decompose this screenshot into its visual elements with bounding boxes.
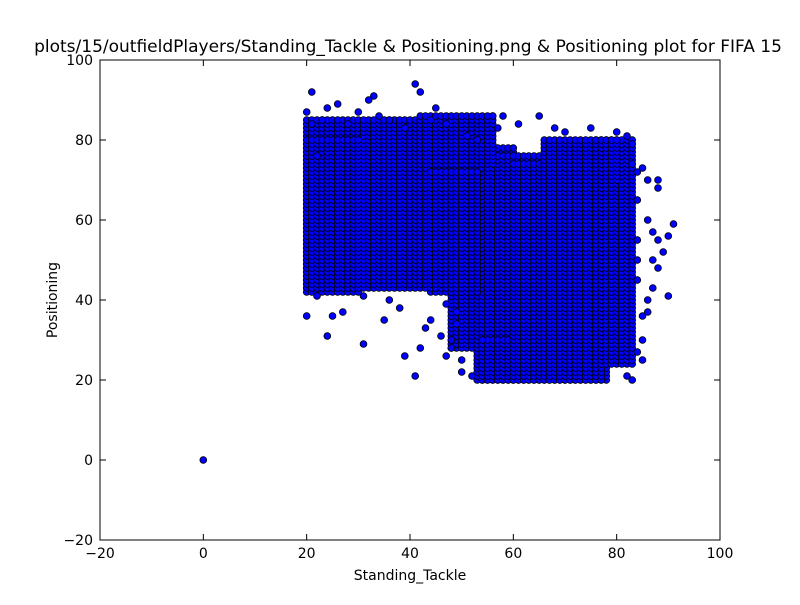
data-point (354, 136, 363, 144)
data-point (509, 144, 518, 152)
chart-title: plots/15/outfieldPlayers/Standing_Tackle… (34, 37, 782, 57)
points-layer (199, 80, 678, 464)
